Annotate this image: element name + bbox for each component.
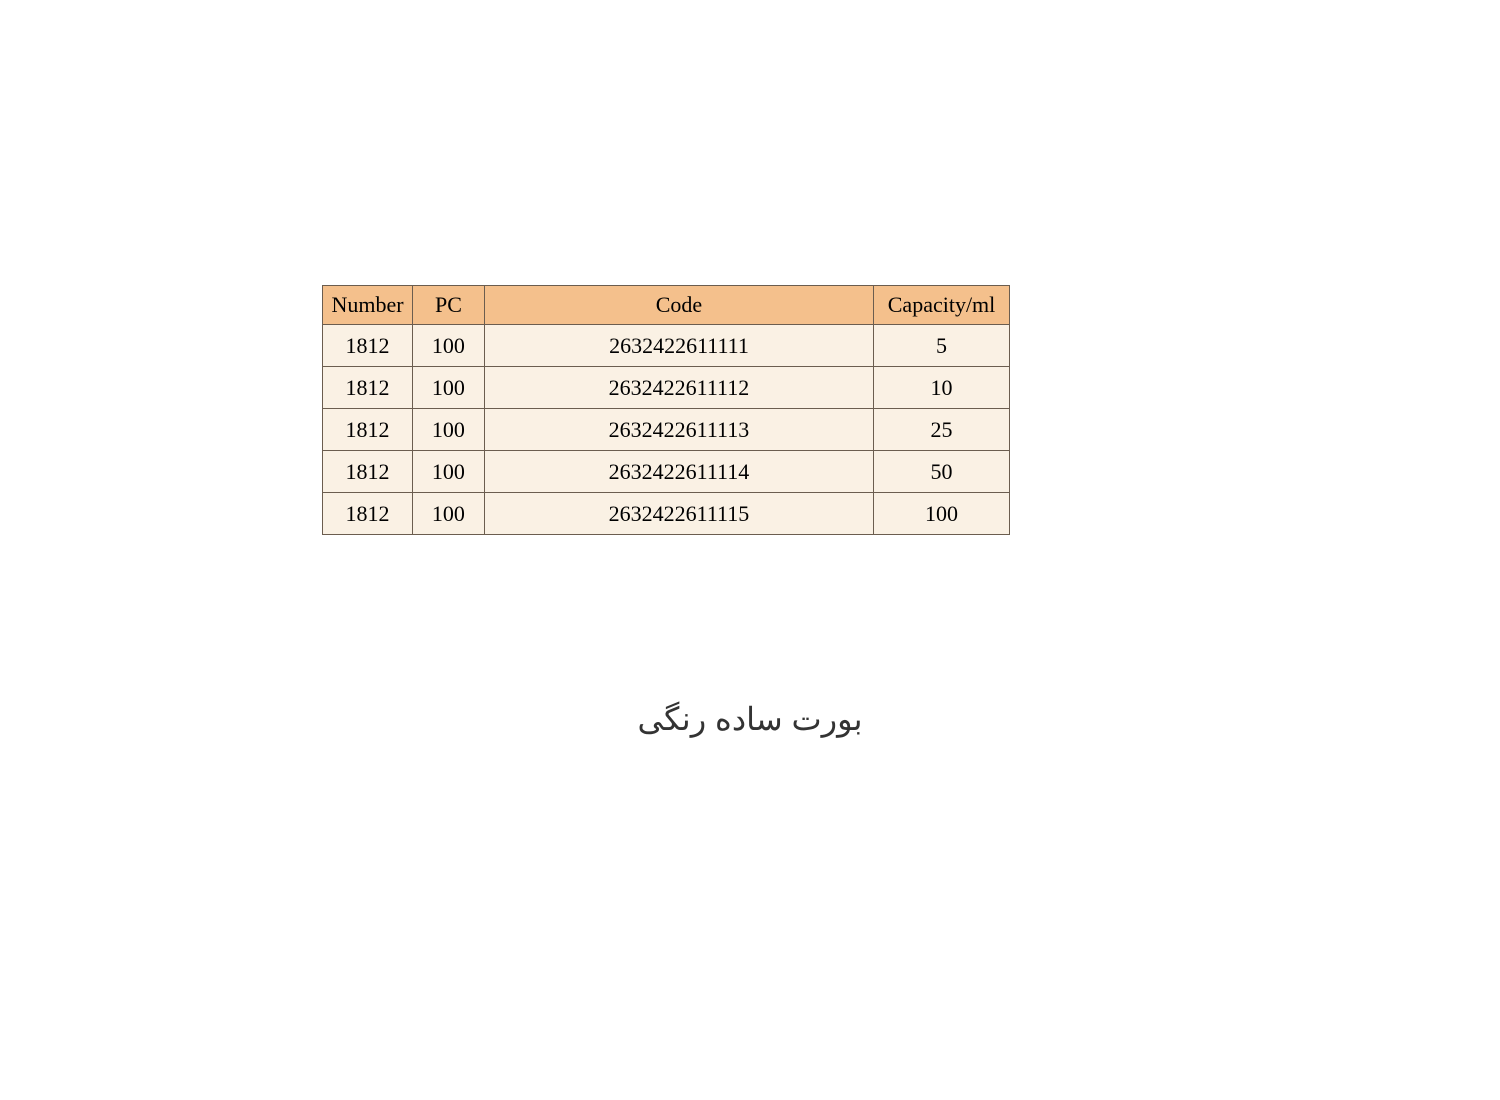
cell-code: 2632422611113 (484, 409, 873, 451)
cell-number: 1812 (323, 409, 413, 451)
col-header-code: Code (484, 286, 873, 325)
cell-pc: 100 (412, 367, 484, 409)
cell-capacity: 5 (874, 325, 1010, 367)
col-header-number: Number (323, 286, 413, 325)
cell-number: 1812 (323, 493, 413, 535)
cell-pc: 100 (412, 493, 484, 535)
table-header-row: Number PC Code Capacity/ml (323, 286, 1010, 325)
cell-number: 1812 (323, 367, 413, 409)
cell-number: 1812 (323, 451, 413, 493)
table-row: 1812 100 2632422611112 10 (323, 367, 1010, 409)
product-table: Number PC Code Capacity/ml 1812 100 2632… (322, 285, 1010, 535)
table-row: 1812 100 2632422611115 100 (323, 493, 1010, 535)
table-row: 1812 100 2632422611113 25 (323, 409, 1010, 451)
cell-pc: 100 (412, 409, 484, 451)
table-row: 1812 100 2632422611111 5 (323, 325, 1010, 367)
col-header-pc: PC (412, 286, 484, 325)
cell-code: 2632422611115 (484, 493, 873, 535)
cell-pc: 100 (412, 451, 484, 493)
cell-pc: 100 (412, 325, 484, 367)
product-table-container: Number PC Code Capacity/ml 1812 100 2632… (322, 285, 1010, 535)
cell-code: 2632422611111 (484, 325, 873, 367)
table-row: 1812 100 2632422611114 50 (323, 451, 1010, 493)
cell-capacity: 10 (874, 367, 1010, 409)
cell-number: 1812 (323, 325, 413, 367)
cell-code: 2632422611114 (484, 451, 873, 493)
cell-capacity: 50 (874, 451, 1010, 493)
col-header-capacity: Capacity/ml (874, 286, 1010, 325)
cell-capacity: 25 (874, 409, 1010, 451)
cell-capacity: 100 (874, 493, 1010, 535)
cell-code: 2632422611112 (484, 367, 873, 409)
page-caption: بورت ساده رنگی (0, 700, 1500, 738)
